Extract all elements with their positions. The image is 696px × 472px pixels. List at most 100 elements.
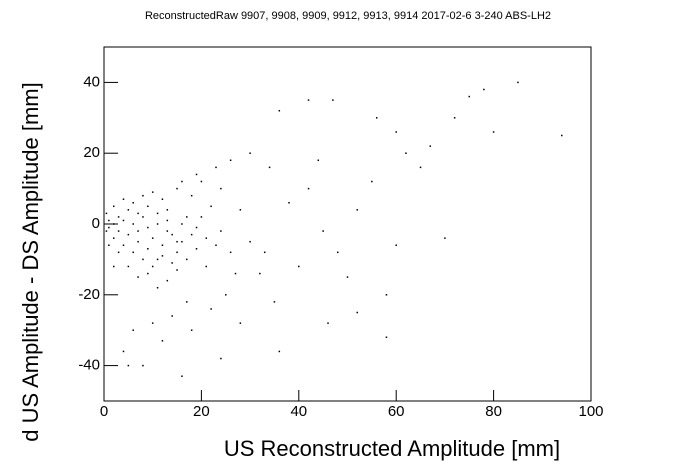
point bbox=[405, 152, 407, 154]
point bbox=[453, 117, 456, 119]
x-tick-label: 60 bbox=[388, 403, 405, 420]
point bbox=[220, 187, 222, 190]
point bbox=[332, 99, 334, 101]
point bbox=[166, 279, 169, 282]
point bbox=[263, 251, 266, 254]
point bbox=[210, 308, 212, 310]
x-tick-label: 0 bbox=[100, 403, 108, 420]
point bbox=[181, 180, 183, 183]
point bbox=[117, 230, 120, 232]
point bbox=[210, 205, 212, 208]
point bbox=[215, 166, 217, 169]
point bbox=[147, 205, 149, 208]
point bbox=[356, 311, 358, 314]
point bbox=[171, 233, 173, 236]
point bbox=[151, 265, 154, 268]
point bbox=[137, 276, 139, 278]
point bbox=[132, 329, 134, 331]
point bbox=[176, 187, 178, 190]
point bbox=[186, 258, 188, 261]
point bbox=[229, 251, 232, 254]
point bbox=[278, 350, 281, 353]
point bbox=[205, 265, 208, 268]
point bbox=[356, 209, 358, 211]
point bbox=[249, 152, 251, 154]
point bbox=[122, 244, 125, 246]
point bbox=[517, 81, 519, 84]
point bbox=[151, 237, 154, 239]
point bbox=[215, 244, 217, 246]
point bbox=[122, 219, 125, 222]
point bbox=[337, 251, 339, 254]
y-tick-label: 0 bbox=[92, 215, 100, 232]
point bbox=[186, 216, 188, 218]
point bbox=[200, 180, 203, 183]
point bbox=[278, 109, 281, 112]
point bbox=[127, 209, 130, 211]
point bbox=[105, 230, 108, 232]
point bbox=[112, 265, 115, 268]
point bbox=[444, 237, 446, 239]
point bbox=[259, 272, 261, 275]
point bbox=[268, 166, 271, 169]
point bbox=[156, 212, 159, 215]
point bbox=[190, 329, 193, 331]
point bbox=[298, 265, 300, 268]
point bbox=[151, 322, 154, 324]
point bbox=[375, 117, 378, 119]
point bbox=[151, 191, 154, 193]
point bbox=[239, 322, 242, 324]
point bbox=[156, 258, 159, 261]
point bbox=[229, 159, 232, 162]
point bbox=[395, 244, 397, 246]
point bbox=[483, 88, 485, 91]
point bbox=[142, 194, 144, 197]
point bbox=[561, 134, 563, 137]
point bbox=[176, 269, 178, 271]
point bbox=[161, 340, 164, 342]
point bbox=[195, 226, 198, 229]
point bbox=[117, 251, 120, 254]
point bbox=[137, 240, 139, 243]
point bbox=[166, 209, 169, 211]
point bbox=[132, 251, 134, 254]
point bbox=[181, 375, 183, 377]
x-axis-label: US Reconstructed Amplitude [mm] bbox=[224, 436, 560, 461]
point bbox=[190, 233, 193, 236]
point bbox=[171, 262, 173, 264]
point bbox=[205, 237, 208, 239]
point bbox=[322, 230, 324, 232]
point bbox=[108, 219, 110, 222]
point bbox=[200, 216, 203, 218]
point bbox=[186, 301, 188, 303]
y-tick-label: -40 bbox=[78, 357, 100, 374]
x-tick-label: 20 bbox=[193, 403, 210, 420]
point bbox=[307, 187, 310, 190]
point bbox=[132, 202, 134, 204]
point bbox=[127, 364, 130, 367]
point bbox=[161, 255, 164, 257]
point bbox=[317, 159, 320, 162]
point bbox=[108, 226, 110, 229]
point bbox=[142, 216, 144, 218]
point bbox=[239, 209, 242, 211]
point bbox=[147, 226, 149, 229]
x-tick-label: 80 bbox=[485, 403, 502, 420]
point bbox=[137, 212, 139, 215]
point bbox=[176, 251, 178, 254]
x-tick-label: 40 bbox=[290, 403, 307, 420]
point bbox=[142, 364, 144, 367]
point bbox=[395, 131, 397, 133]
point bbox=[429, 145, 432, 147]
point bbox=[220, 357, 222, 360]
point bbox=[195, 173, 198, 176]
y-tick-label: 40 bbox=[83, 73, 100, 90]
chart-title: ReconstructedRaw 9907, 9908, 9909, 9912,… bbox=[145, 10, 551, 22]
point bbox=[346, 276, 349, 278]
point bbox=[234, 272, 237, 275]
point bbox=[127, 233, 130, 236]
point bbox=[161, 198, 164, 200]
point bbox=[117, 216, 120, 218]
